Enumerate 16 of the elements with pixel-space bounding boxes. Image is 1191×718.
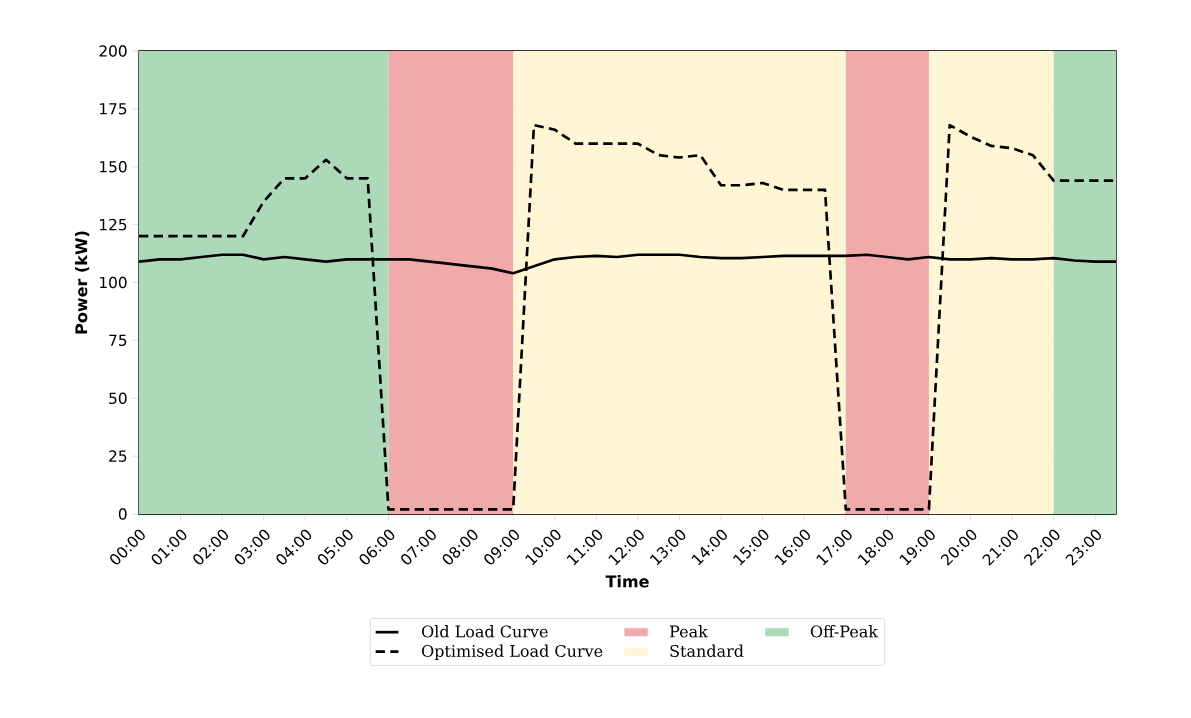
y-tick-label: 200: [99, 45, 127, 57]
y-tick-label: 125: [100, 218, 127, 231]
y-tick-label: 175: [100, 103, 127, 115]
y-axis-title: Power (kW): [74, 231, 90, 334]
legend-label: Standard: [670, 644, 744, 657]
y-tick-label: 150: [100, 160, 127, 173]
legend-label: Peak: [669, 625, 708, 638]
y-tick-label: 50: [109, 392, 127, 405]
y-tick-label: 75: [109, 334, 127, 347]
legend-label: Old Load Curve: [421, 625, 548, 638]
y-tick-label: 100: [100, 276, 127, 289]
legend-label: Off-Peak: [810, 625, 879, 638]
y-tick-label: 25: [109, 450, 127, 462]
x-axis-title: Time: [605, 575, 649, 588]
legend-label: Optimised Load Curve: [421, 644, 603, 661]
y-tick-label: 0: [118, 508, 127, 520]
